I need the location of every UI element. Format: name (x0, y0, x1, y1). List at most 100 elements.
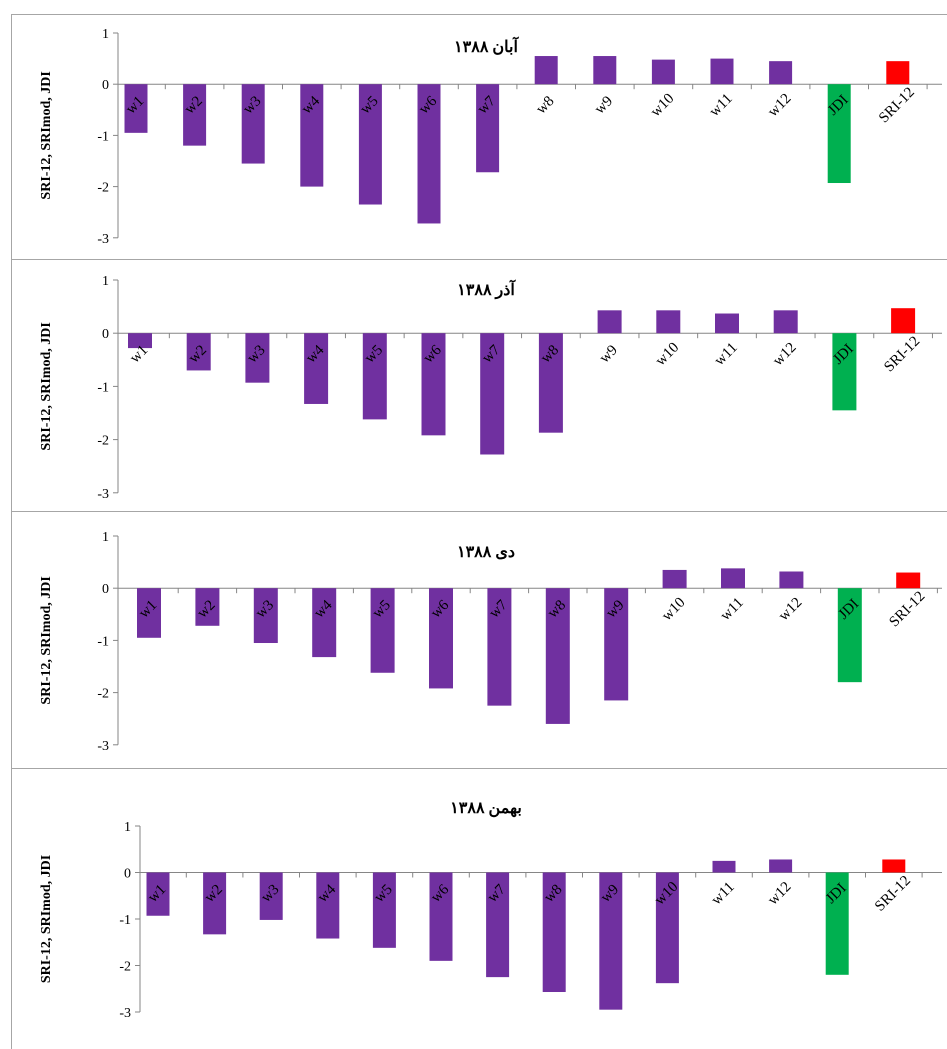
bar-w3 (259, 872, 283, 920)
y-tick-label: 1 (102, 274, 109, 289)
bar-SRI-12 (886, 61, 910, 85)
bar-w2 (203, 872, 227, 935)
bar-w2 (183, 84, 207, 146)
bar-w7 (480, 333, 505, 455)
chart-aban: 10-1-2-3w1 w2 w3 w4 w5 w6 w7 w8 w9 w10 w11 w12 JDI SR… (39, 27, 942, 247)
bar-w8 (542, 872, 566, 993)
y-tick-label: 1 (102, 27, 109, 42)
chart-panel-bahman: 1 0 -1 -2 -3 w1 w2 w3 w4 w5 w6 w7 w8 w9 w10 w11 w12 JDI SR… (11, 768, 947, 1049)
bar-JDI (827, 84, 851, 184)
bar-w1 (128, 333, 152, 349)
bar-w6 (429, 588, 453, 689)
y-tick-label: -1 (97, 129, 109, 144)
y-tick-label: -3 (119, 1006, 131, 1021)
y-tick-label: -2 (97, 181, 109, 196)
bar-w11 (721, 568, 745, 589)
bar-SRI-12 (891, 308, 916, 334)
y-axis-label: SRI-12, SRImod, JDI (39, 322, 54, 450)
category-label: w10 (659, 595, 689, 625)
category-label: w9 (597, 342, 621, 366)
category-label: SRI-12 (886, 588, 928, 630)
category-label: w12 (765, 879, 795, 909)
chart-panel-azar: 1 0 -1 -2 -3 w1 w2 w3 w4 w5 w6 w7 w8 w9 w10 w11 w12 JDI SR… (11, 259, 947, 512)
chart-dey: 10-1-2-3w1 w2 w3 w4 w5 w6 w7 w8 w9 w10 w11 w12 JDI SR… (39, 530, 942, 754)
bar-w1 (137, 588, 161, 638)
y-tick-label: 0 (102, 582, 109, 597)
bar-w7 (486, 872, 510, 978)
y-tick-label: 0 (124, 867, 131, 882)
category-label: w9 (592, 93, 616, 117)
y-tick-label: 0 (102, 78, 109, 93)
bar-w9 (599, 872, 623, 1010)
bar-w11 (715, 313, 739, 334)
bar-w2 (186, 333, 211, 371)
chart-bahman: 10-1-2-3w1 w2 w3 w4 w5 w6 w7 w8 w9 w10 w11 w12 JDI SR… (39, 800, 942, 1021)
category-label: w12 (776, 595, 806, 625)
bar-w6 (429, 872, 453, 961)
chart-title: آذر ۱۳۸۸ (457, 278, 516, 300)
bar-w8 (545, 588, 570, 724)
category-label: w10 (653, 340, 683, 370)
bar-w5 (370, 588, 395, 673)
category-label: w12 (770, 340, 800, 370)
chart-panel-dey: 1 0 -1 -2 -3 w1 w2 w3 w4 w5 w6 w7 w8 w9 w10 w11 w12 JDI SR… (11, 511, 947, 769)
category-label: SRI-12 (872, 873, 914, 915)
bar-SRI-12 (896, 572, 921, 589)
y-tick-label: -3 (97, 487, 109, 502)
bar-w5 (362, 333, 387, 420)
bar-JDI (837, 588, 862, 683)
bar-w10 (662, 569, 687, 589)
bar-w7 (476, 84, 500, 173)
bar-w12 (769, 61, 793, 85)
category-label: w10 (648, 91, 678, 121)
bar-w4 (316, 872, 340, 939)
bar-w5 (358, 84, 382, 205)
bar-w9 (604, 588, 629, 701)
bar-w9 (593, 56, 617, 85)
chart-title: دی ۱۳۸۸ (457, 544, 515, 561)
bar-w7 (487, 588, 512, 706)
bar-w4 (312, 588, 337, 658)
bar-w4 (300, 84, 324, 187)
y-axis-label: SRI-12, SRImod, JDI (39, 855, 54, 983)
bar-w8 (538, 333, 563, 433)
y-tick-label: -1 (97, 380, 109, 395)
bar-w11 (710, 58, 734, 85)
category-label: w11 (712, 340, 741, 369)
category-label: w11 (709, 879, 738, 908)
bar-w1 (124, 84, 148, 133)
y-axis-label: SRI-12, SRImod, JDI (39, 576, 54, 704)
y-tick-label: 1 (102, 530, 109, 545)
bar-w3 (241, 84, 265, 164)
bar-w10 (651, 59, 675, 85)
chart-azar: 10-1-2-3w1 w2 w3 w4 w5 w6 w7 w8 w9 w10 w11 w12 JDI SR… (39, 274, 942, 502)
category-label: w8 (533, 93, 557, 117)
category-label: w12 (765, 91, 795, 121)
y-tick-label: -3 (97, 739, 109, 754)
bar-w6 (417, 84, 441, 224)
bar-w10 (655, 872, 679, 984)
category-label: w11 (707, 91, 736, 120)
bar-w12 (773, 310, 798, 334)
y-tick-label: -3 (97, 232, 109, 247)
bar-w4 (304, 333, 329, 404)
y-axis-label: SRI-12, SRImod, JDI (39, 71, 54, 199)
bar-w1 (146, 872, 170, 916)
bar-JDI (832, 333, 857, 411)
bar-w9 (597, 310, 622, 334)
bar-w5 (372, 872, 396, 948)
y-tick-label: -2 (119, 960, 131, 975)
bar-w8 (534, 56, 558, 85)
bar-w12 (779, 571, 804, 589)
y-tick-label: -2 (97, 434, 109, 449)
bar-SRI-12 (882, 859, 906, 873)
bar-w11 (712, 860, 736, 873)
y-tick-label: -2 (97, 687, 109, 702)
category-label: w11 (718, 595, 747, 624)
bar-JDI (825, 872, 849, 975)
chart-title: آبان ۱۳۸۸ (454, 35, 519, 56)
bar-w12 (769, 859, 793, 873)
bar-w10 (656, 310, 681, 334)
bar-w6 (421, 333, 446, 436)
category-label: SRI-12 (876, 84, 918, 126)
